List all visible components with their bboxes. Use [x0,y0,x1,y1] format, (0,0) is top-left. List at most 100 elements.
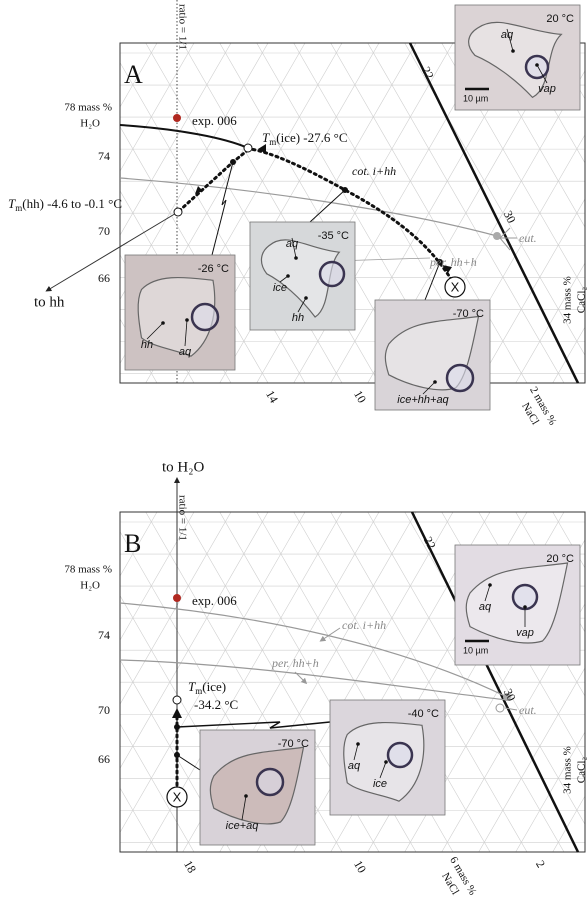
phase-label: ice [273,282,287,294]
grid-line [120,512,195,641]
eutectic-point [495,703,505,713]
symbol: T [262,130,270,145]
tm-hh-label: Tm(hh) -4.6 to -0.1 °C [8,196,122,213]
label-leader [506,28,514,52]
label-leader [291,237,297,259]
tick-label: 2 [533,858,548,870]
phase-label: ice+aq [226,820,260,832]
phase-label: aq [348,760,361,772]
phase-label: ice [373,778,387,790]
bubble [386,741,414,769]
grid-line [515,731,585,852]
text: (hh) -4.6 to -0.1 °C [22,196,122,211]
phase-label: ice+hh+aq [397,394,449,406]
scale-label: 10 µm [463,645,488,655]
ratio-label: ratio = 1/1 [176,4,188,50]
grid-line [0,43,83,383]
photo [374,299,491,411]
label-leader [353,743,359,761]
tm-ice-value: -34.2 °C [194,697,238,712]
to-hh-arrow [45,211,179,292]
phase-label: vap [538,83,556,95]
phase-label: aq [286,238,299,250]
arrow [172,708,182,718]
peritectic-label: per. hh+h [429,255,477,269]
tm-ice-point [172,695,182,705]
phase-label: vap [516,627,534,639]
tm-ice-label: Tm(ice) [188,679,226,696]
axis-label: H₂O [80,580,100,592]
temperature: -35 °C [318,230,349,242]
micrograph: -35 °C aq ice hh [250,222,355,330]
grid-line [120,512,158,577]
subscript: m [195,686,202,696]
grid-line [120,43,195,172]
leader [309,189,346,223]
sample-point [173,594,181,602]
tick-label: 22 [419,64,437,81]
grid-line [515,262,585,383]
grid-line [330,43,528,383]
label-leader [184,319,188,347]
inclusion [344,723,424,802]
boundary [408,42,580,384]
ratio-label: ratio = 1/1 [176,495,188,541]
axis-label: CaCl₂ [576,757,588,784]
grid-line [120,659,232,852]
micrograph: -70 °C ice+aq [200,730,315,845]
label-leader [146,322,164,340]
tick-label: 66 [98,271,110,285]
tick-label: 70 [98,224,110,238]
arrow [442,265,452,273]
per-curve [119,659,508,701]
cotectic-label: cot. i+hh [342,618,386,632]
inclusion [261,240,339,317]
text: (ice) [202,679,226,694]
cotectic-label: cot. i+hh [352,164,396,178]
frame [119,42,586,384]
label-leader [279,275,289,283]
subscript: m [15,203,22,213]
temperature: -26 °C [198,263,229,275]
tm-ice-point [243,143,253,153]
bubble [445,363,475,393]
sample-label: exp. 006 [192,593,237,608]
ice-liquidus [119,124,249,149]
axis-label: 78 mass % [64,564,112,576]
micrograph: 20 °C aq vap 10 µm [455,5,580,110]
phase-label: aq [479,601,492,613]
tick-label: 30 [501,208,519,225]
tick-label: 74 [98,628,110,642]
symbol: T [8,196,16,211]
grid-line [404,512,585,825]
phase-label: hh [292,312,304,324]
boundary [410,511,580,853]
temperature: -70 °C [453,308,484,320]
grid-line [120,43,158,108]
tick-label: 70 [98,703,110,717]
eutectic-point [503,693,511,701]
text: (ice) -27.6 °C [276,130,347,145]
eutectic-label: eut. [519,703,537,717]
tick-label: 74 [98,149,110,163]
axis-label: CaCl₂ [576,287,588,314]
eutectic-point [493,232,501,240]
panel-b [119,477,586,853]
leader [424,261,441,301]
peritectic-label: per. hh+h [271,656,319,670]
label-leader [484,584,491,602]
bubble [255,767,285,797]
tick-label: 22 [421,534,439,551]
temperature: -40 °C [408,708,439,720]
sample-point [173,114,181,122]
grid-line [330,512,528,852]
label-leader [297,297,307,313]
label-leader [241,795,247,821]
eutectic-label: eut. [519,231,537,245]
phase-label: hh [141,339,153,351]
temperature: -70 °C [278,738,309,750]
temperature: 20 °C [546,13,574,25]
tick-label: 66 [98,752,110,766]
temperature: 20 °C [546,553,574,565]
